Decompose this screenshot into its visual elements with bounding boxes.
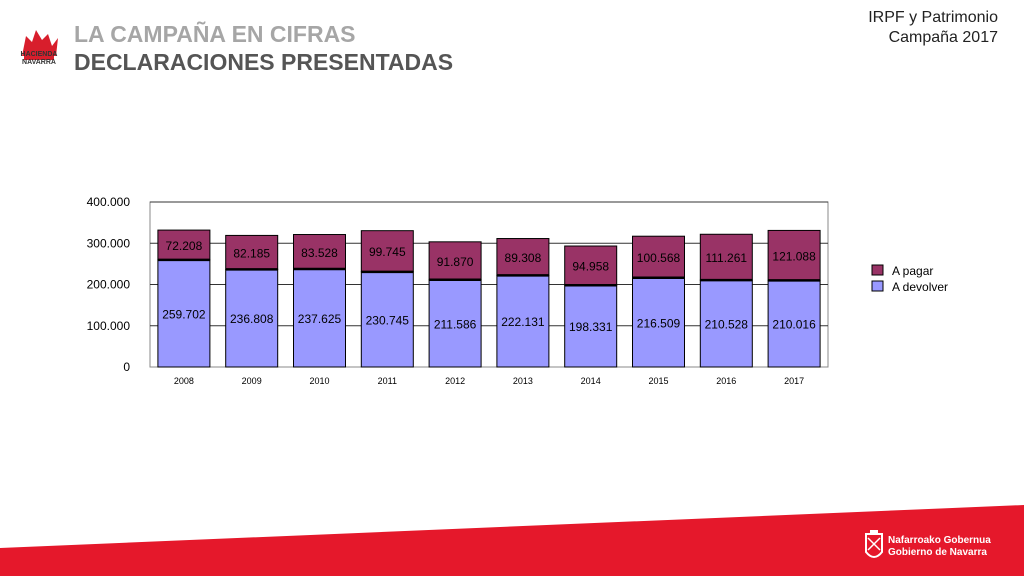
logo-caption: HACIENDA NAVARRA (14, 51, 64, 67)
campaign-tax-label: IRPF y Patrimonio (868, 9, 998, 26)
page-title: LA CAMPAÑA EN CIFRAS (74, 21, 356, 47)
gobierno-navarra-shield-icon (865, 530, 883, 558)
data-label-a-devolver: 236.808 (230, 312, 274, 326)
bar-a-pagar (360, 230, 414, 273)
data-label-a-devolver: 230.745 (366, 313, 410, 327)
bar-a-pagar (496, 238, 550, 276)
x-tick-label: 2008 (174, 376, 194, 386)
hacienda-navarra-logo (22, 30, 58, 60)
x-tick-label: 2015 (648, 376, 668, 386)
bar-a-pagar (428, 241, 482, 281)
y-tick-label: 0 (123, 360, 130, 374)
gov-label-basque: Nafarroako Gobernua (888, 535, 991, 546)
bar-a-devolver (360, 271, 414, 368)
bar-a-pagar (293, 234, 346, 270)
bar-a-devolver (157, 259, 211, 368)
data-label-a-pagar: 72.208 (166, 239, 203, 253)
data-label-a-devolver: 216.509 (637, 316, 681, 330)
bar-a-devolver (564, 284, 618, 368)
bar-a-pagar (564, 245, 618, 286)
bar-a-devolver (767, 279, 821, 368)
data-label-a-devolver: 259.702 (162, 307, 206, 321)
x-tick-label: 2012 (445, 376, 465, 386)
y-tick-label: 300.000 (87, 236, 131, 250)
bar-a-devolver (496, 274, 550, 368)
bar-a-devolver (428, 279, 482, 368)
data-label-a-pagar: 94.958 (572, 260, 609, 274)
x-tick-label: 2013 (513, 376, 533, 386)
x-tick-label: 2014 (581, 376, 601, 386)
page-subtitle: DECLARACIONES PRESENTADAS (74, 49, 454, 75)
y-tick-label: 200.000 (87, 278, 131, 292)
data-label-a-devolver: 237.625 (298, 312, 342, 326)
data-label-a-pagar: 121.088 (772, 249, 816, 263)
data-label-a-pagar: 91.870 (437, 255, 474, 269)
logo-text-2: NAVARRA (22, 59, 56, 66)
legend-label: A pagar (892, 264, 933, 278)
gov-label-spanish: Gobierno de Navarra (888, 547, 987, 558)
legend-swatch (871, 264, 884, 276)
y-tick-label: 100.000 (87, 319, 131, 333)
data-label-a-pagar: 99.745 (369, 245, 406, 259)
bar-a-pagar (157, 229, 211, 261)
campaign-label: IRPF y Patrimonio Campaña 2017 (868, 8, 998, 48)
bar-a-devolver (632, 277, 685, 368)
bar-a-devolver (699, 279, 753, 368)
data-label-a-devolver: 210.528 (705, 318, 749, 332)
data-label-a-devolver: 222.131 (501, 315, 545, 329)
data-label-a-devolver: 198.331 (569, 320, 613, 334)
x-tick-label: 2009 (242, 376, 262, 386)
x-tick-label: 2010 (309, 376, 329, 386)
x-tick-label: 2016 (716, 376, 736, 386)
bar-a-devolver (293, 268, 346, 368)
bar-a-pagar (699, 233, 753, 281)
bar-a-pagar (632, 235, 685, 279)
data-label-a-pagar: 100.568 (637, 251, 681, 265)
y-tick-label: 400.000 (87, 195, 131, 209)
legend-swatch (871, 280, 884, 292)
data-label-a-pagar: 89.308 (505, 251, 542, 265)
gobierno-navarra-label: Nafarroako Gobernua Gobierno de Navarra (888, 535, 991, 559)
data-label-a-pagar: 83.528 (301, 246, 338, 260)
data-label-a-devolver: 211.586 (434, 317, 477, 331)
data-label-a-pagar: 82.185 (233, 246, 270, 260)
legend-label: A devolver (892, 280, 948, 294)
data-label-a-pagar: 111.261 (705, 251, 747, 265)
x-tick-label: 2011 (378, 376, 397, 386)
data-label-a-devolver: 210.016 (772, 318, 816, 332)
bar-a-devolver (225, 268, 279, 368)
logo-text-1: HACIENDA (20, 51, 58, 58)
x-tick-label: 2017 (784, 376, 804, 386)
campaign-year-label: Campaña 2017 (888, 29, 998, 46)
